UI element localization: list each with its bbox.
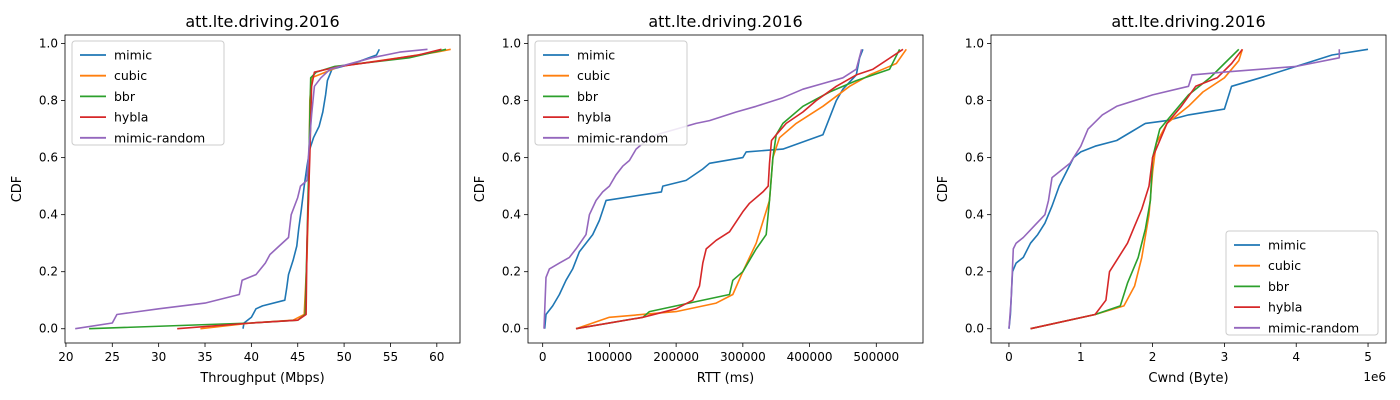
y-tick-label: 0.4	[39, 208, 58, 222]
chart-title: att.lte.driving.2016	[648, 12, 802, 31]
legend-label: cubic	[1268, 258, 1301, 273]
chart-title: att.lte.driving.2016	[1111, 12, 1265, 31]
series-line-hybla	[575, 48, 904, 330]
legend: mimic cubic bbr hybla mimic-random	[534, 40, 688, 146]
x-tick-label: 25	[105, 350, 120, 364]
x-offset-label: 1e6	[1363, 370, 1386, 384]
x-tick-label: 4	[1292, 350, 1300, 364]
x-tick-label: 55	[383, 350, 398, 364]
legend-label: bbr	[577, 89, 599, 104]
series-line-mimic-random	[543, 49, 863, 329]
x-tick-label: 45	[290, 350, 305, 364]
y-tick-label: 0.4	[502, 208, 521, 222]
x-tick-label: 100000	[586, 350, 632, 364]
x-tick-label: 0	[1005, 350, 1013, 364]
y-tick-label: 0.0	[965, 322, 984, 336]
x-tick-label: 5	[1364, 350, 1372, 364]
x-axis-label: Cwnd (Byte)	[1148, 371, 1228, 386]
series-line-mimic	[242, 48, 381, 329]
y-tick-label: 1.0	[39, 37, 58, 51]
series-line-mimic-random	[75, 48, 428, 330]
legend-box	[71, 40, 225, 146]
chart-panel-1: att.lte.driving.2016 20 25 30 35 40 45 50 55 60 0.…	[10, 12, 461, 386]
x-tick-label: 60	[429, 350, 444, 364]
legend-label: bbr	[1268, 279, 1290, 294]
x-tick-label: 35	[197, 350, 212, 364]
legend-label: mimic-random	[1268, 320, 1359, 335]
y-tick-label: 0.2	[502, 265, 521, 279]
legend-label: hybla	[577, 110, 611, 125]
series-line-bbr	[575, 48, 901, 330]
y-axis-label: CDF	[10, 176, 25, 203]
legend-label: mimic-random	[114, 130, 205, 145]
x-tick-label: 3	[1221, 350, 1229, 364]
plot-frame	[64, 34, 461, 344]
legend-label: mimic	[114, 48, 152, 63]
y-tick-label: 1.0	[502, 37, 521, 51]
x-axis-label: Throughput (Mbps)	[199, 371, 324, 386]
x-axis-label: RTT (ms)	[697, 371, 754, 386]
x-tick-label: 200000	[653, 350, 699, 364]
x-tick-label: 30	[151, 350, 166, 364]
plot-frame	[990, 34, 1387, 344]
legend-label: cubic	[577, 68, 610, 83]
chart-panel-3: att.lte.driving.2016 0 1 2 3 4 5 0.0 0.2 0.4 0.6 0.…	[936, 12, 1387, 386]
y-tick-label: 0.6	[502, 151, 521, 165]
y-tick-label: 0.2	[39, 265, 58, 279]
x-tick-label: 0	[539, 350, 547, 364]
legend: mimic cubic bbr hybla mimic-random	[1225, 230, 1379, 336]
y-tick-label: 0.4	[965, 208, 984, 222]
x-tick-label: 300000	[720, 350, 766, 364]
legend: mimic cubic bbr hybla mimic-random	[71, 40, 225, 146]
legend-box	[1225, 230, 1379, 336]
y-axis-label: CDF	[936, 176, 951, 203]
y-tick-label: 0.2	[965, 265, 984, 279]
x-tick-label: 50	[336, 350, 351, 364]
x-tick-label: 2	[1149, 350, 1157, 364]
y-tick-label: 0.0	[39, 322, 58, 336]
series-line-hybla	[1030, 48, 1244, 330]
y-tick-label: 0.0	[502, 322, 521, 336]
legend-label: cubic	[114, 68, 147, 83]
x-tick-label: 1	[1077, 350, 1085, 364]
legend-label: hybla	[114, 110, 148, 125]
x-tick-label: 40	[244, 350, 259, 364]
series-line-mimic	[543, 49, 864, 329]
legend-label: mimic-random	[577, 130, 668, 145]
legend-label: bbr	[114, 89, 136, 104]
y-tick-label: 0.8	[502, 94, 521, 108]
chart-panel-2: att.lte.driving.2016 0 100000 200000 300000 4…	[473, 12, 924, 386]
series-line-mimic	[1008, 48, 1369, 329]
chart-title: att.lte.driving.2016	[185, 12, 339, 31]
x-tick-label: 400000	[787, 350, 833, 364]
y-tick-label: 0.6	[39, 151, 58, 165]
legend-label: hybla	[1268, 300, 1302, 315]
series-line-bbr	[1030, 48, 1240, 330]
y-tick-label: 0.8	[965, 94, 984, 108]
series-line-cubic	[1030, 49, 1244, 330]
legend-label: mimic	[577, 48, 615, 63]
plot-frame	[527, 34, 924, 344]
y-tick-label: 0.8	[39, 94, 58, 108]
x-tick-label: 500000	[853, 350, 899, 364]
x-tick-label: 20	[58, 350, 73, 364]
legend-box	[534, 40, 688, 146]
y-tick-label: 1.0	[965, 37, 984, 51]
series-line-mimic-random	[1008, 49, 1341, 329]
y-axis-label: CDF	[473, 176, 488, 203]
legend-label: mimic	[1268, 238, 1306, 253]
y-tick-label: 0.6	[965, 151, 984, 165]
